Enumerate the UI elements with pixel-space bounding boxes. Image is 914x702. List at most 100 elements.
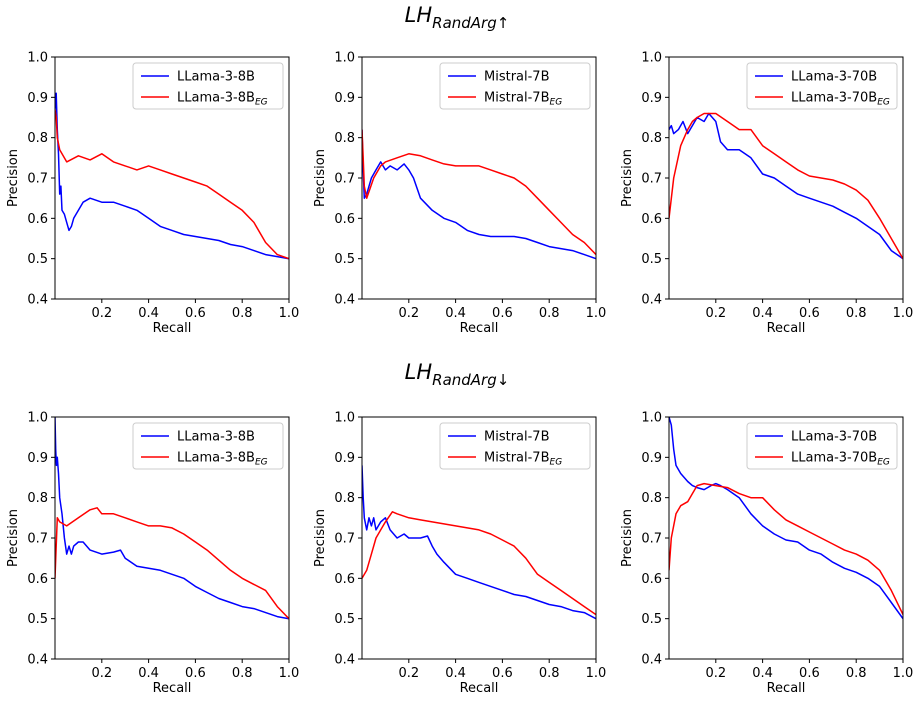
y-tick-label: 0.5 (27, 252, 48, 267)
y-tick-label: 0.9 (334, 451, 355, 466)
legend-box (132, 62, 284, 110)
x-tick-label: 0.8 (232, 306, 253, 321)
row-title-top-base: LH (405, 3, 433, 27)
y-tick-label: 0.6 (641, 212, 662, 227)
y-tick-label: 0.6 (334, 572, 355, 587)
legend-label: LLama-3-8BEG (177, 451, 268, 468)
legend-label-name: LLama-3-70B (791, 451, 877, 466)
y-tick-label: 0.8 (334, 491, 355, 506)
y-axis-label: Precision (313, 149, 328, 207)
legend-label-name: Mistral-7B (484, 430, 550, 445)
y-tick-label: 0.9 (27, 451, 48, 466)
series-line-base (669, 112, 903, 260)
legend-label-name: LLama-3-8B (177, 430, 255, 445)
series-line-base (55, 417, 289, 620)
x-tick-label: 0.2 (91, 306, 112, 321)
legend-label-subscript: EG (877, 458, 890, 468)
chart-4: 0.4 0.5 0.6 0.7 0.8 0.9 1.0 0.2 0.4 0.6 0.8 1.0 Reca… (6, 411, 299, 697)
y-tick-label: 0.9 (334, 91, 355, 106)
y-tick-label: 0.4 (334, 293, 355, 308)
row-title-top: LHRandArg↑ (405, 3, 510, 32)
chart-1: 0.4 0.5 0.6 0.7 0.8 0.9 1.0 0.2 0.4 0.6 0.8 1.0 Reca… (6, 51, 299, 337)
legend-label: LLama-3-70B (791, 70, 877, 85)
series-line-base (362, 465, 596, 620)
y-tick-label: 1.0 (27, 411, 48, 426)
legend-label: LLama-3-8B (177, 70, 255, 85)
row-title-bottom-arrow: ↓ (497, 371, 510, 389)
series-line-eg (669, 482, 903, 615)
legend-box (439, 62, 591, 110)
x-tick-label: 1.0 (893, 666, 914, 681)
legend-label: Mistral-7BEG (484, 91, 562, 108)
x-tick-label: 0.2 (705, 666, 726, 681)
x-tick-label: 0.8 (539, 666, 560, 681)
legend-label-name: LLama-3-8B (177, 451, 255, 466)
x-tick-label: 0.2 (398, 666, 419, 681)
x-tick-label: 0.6 (492, 306, 513, 321)
x-tick-label: 0.8 (846, 666, 867, 681)
y-tick-label: 0.7 (334, 532, 355, 547)
legend-label-name: LLama-3-70B (791, 70, 877, 85)
legend-label: Mistral-7B (484, 70, 550, 85)
y-tick-label: 1.0 (641, 411, 662, 426)
chart-5: 0.4 0.5 0.6 0.7 0.8 0.9 1.0 0.2 0.4 0.6 0.8 1.0 Reca… (313, 411, 606, 697)
series-line-eg (362, 129, 596, 256)
y-tick-label: 1.0 (334, 51, 355, 66)
legend-label-name: Mistral-7B (484, 70, 550, 85)
y-tick-label: 0.4 (641, 293, 662, 308)
y-tick-label: 0.7 (641, 172, 662, 187)
y-axis-label: Precision (620, 149, 635, 207)
legend-label: LLama-3-8BEG (177, 91, 268, 108)
y-tick-label: 0.5 (334, 612, 355, 627)
x-tick-label: 1.0 (586, 666, 607, 681)
x-tick-label: 0.6 (185, 666, 206, 681)
y-tick-label: 0.8 (27, 491, 48, 506)
row-title-top-sub: RandArg (432, 14, 497, 32)
legend-label-name: LLama-3-70B (791, 430, 877, 445)
y-tick-label: 0.5 (641, 612, 662, 627)
legend-label-subscript: EG (550, 98, 563, 108)
series-line-eg (55, 109, 289, 260)
x-tick-label: 0.8 (539, 306, 560, 321)
x-tick-label: 1.0 (893, 306, 914, 321)
series-line-base (55, 92, 289, 260)
y-tick-label: 0.4 (334, 653, 355, 668)
y-tick-label: 0.6 (641, 572, 662, 587)
x-tick-label: 0.2 (91, 666, 112, 681)
y-tick-label: 0.4 (641, 653, 662, 668)
y-tick-label: 0.7 (27, 532, 48, 547)
legend-label-name: Mistral-7B (484, 451, 550, 466)
legend-label: LLama-3-70B (791, 430, 877, 445)
y-tick-label: 0.5 (641, 252, 662, 267)
x-tick-label: 0.6 (492, 666, 513, 681)
legend-label-name: Mistral-7B (484, 91, 550, 106)
x-tick-label: 0.4 (138, 306, 159, 321)
y-tick-label: 0.8 (334, 131, 355, 146)
series-line-eg (669, 112, 903, 260)
y-tick-label: 0.4 (27, 653, 48, 668)
legend-label-subscript: EG (550, 458, 563, 468)
x-tick-label: 0.8 (232, 666, 253, 681)
legend-label: Mistral-7B (484, 430, 550, 445)
y-tick-label: 1.0 (641, 51, 662, 66)
legend-label-subscript: EG (877, 98, 890, 108)
x-tick-label: 1.0 (586, 306, 607, 321)
y-tick-label: 0.9 (641, 91, 662, 106)
x-axis-label: Recall (153, 681, 192, 696)
legend-box (132, 422, 284, 470)
y-axis-label: Precision (313, 509, 328, 567)
x-tick-label: 0.4 (445, 666, 466, 681)
y-tick-label: 0.8 (641, 131, 662, 146)
row-title-bottom: LHRandArg↓ (405, 360, 510, 389)
row-title-bottom-sub: RandArg (432, 371, 497, 389)
row-title-bottom-base: LH (405, 360, 433, 384)
y-tick-label: 0.7 (334, 172, 355, 187)
x-axis-label: Recall (153, 321, 192, 336)
series-line-base (669, 417, 903, 620)
y-tick-label: 1.0 (334, 411, 355, 426)
chart-6: 0.4 0.5 0.6 0.7 0.8 0.9 1.0 0.2 0.4 0.6 0.8 1.0 Reca… (620, 411, 913, 697)
y-tick-label: 0.7 (27, 172, 48, 187)
legend-label: LLama-3-70BEG (791, 91, 890, 108)
legend-label-subscript: EG (255, 98, 268, 108)
legend-label: LLama-3-8B (177, 430, 255, 445)
